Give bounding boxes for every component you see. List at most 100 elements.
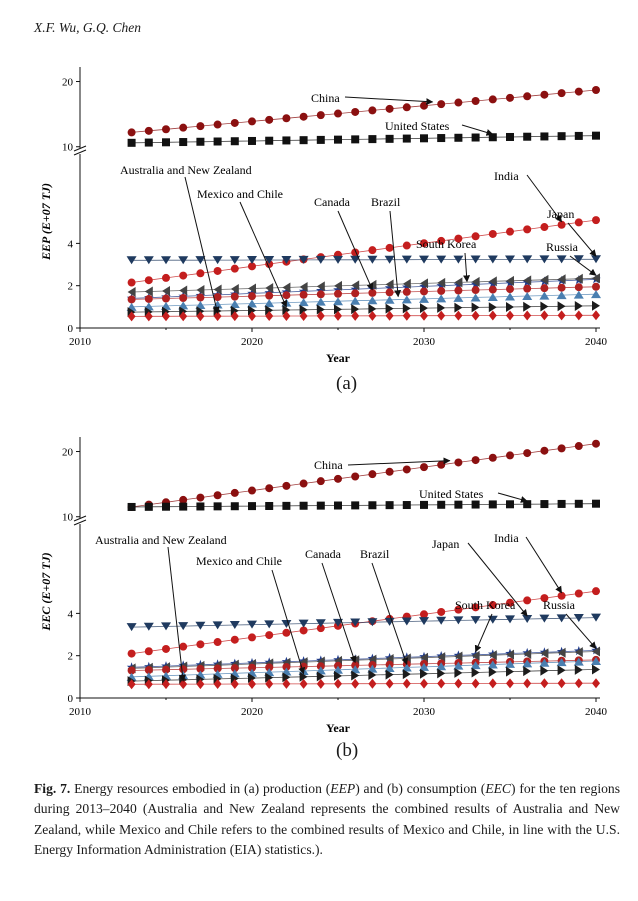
data-point <box>437 668 446 679</box>
data-point <box>454 133 463 142</box>
data-point <box>230 502 239 511</box>
series-line <box>131 617 597 628</box>
data-point <box>540 274 549 285</box>
data-point <box>506 598 514 607</box>
data-point <box>402 241 411 250</box>
data-point <box>213 120 222 129</box>
data-point <box>316 290 325 299</box>
data-point <box>195 621 206 630</box>
data-point <box>213 284 222 295</box>
data-point <box>299 281 308 292</box>
data-point <box>384 617 395 626</box>
data-point <box>144 666 153 675</box>
data-point <box>299 304 308 315</box>
data-point <box>316 624 325 633</box>
data-point <box>437 100 446 109</box>
data-point <box>574 131 583 140</box>
data-point <box>299 626 308 635</box>
data-point <box>506 666 514 677</box>
data-point <box>248 486 256 495</box>
data-point <box>351 107 360 116</box>
data-point <box>333 618 343 627</box>
data-point <box>196 306 205 317</box>
series-label-china: China <box>314 458 343 472</box>
data-point <box>179 285 188 296</box>
data-point <box>471 603 480 612</box>
data-point <box>179 138 188 147</box>
data-point <box>316 281 325 292</box>
data-point <box>523 449 532 458</box>
x-tick-label: 2040 <box>585 336 608 348</box>
data-point <box>592 300 600 311</box>
series-line <box>131 659 597 671</box>
data-point <box>436 662 447 671</box>
data-point <box>557 274 566 285</box>
data-point <box>316 477 325 486</box>
data-point <box>592 499 600 508</box>
data-point <box>401 255 412 264</box>
data-point <box>437 134 446 143</box>
data-point <box>282 114 291 123</box>
data-point <box>539 291 550 300</box>
data-point <box>437 310 446 321</box>
x-tick-label: 2010 <box>69 336 92 348</box>
data-point <box>488 650 497 661</box>
data-point <box>505 255 515 264</box>
data-point <box>213 266 222 275</box>
data-point <box>420 303 428 314</box>
data-point <box>487 660 498 669</box>
data-point <box>162 502 170 511</box>
data-point <box>229 256 240 265</box>
data-point <box>454 98 463 107</box>
data-point <box>453 293 464 302</box>
y-tick-label: 2 <box>68 651 74 663</box>
data-point <box>196 640 205 649</box>
data-point <box>282 311 291 322</box>
data-point <box>420 101 428 110</box>
data-point <box>127 128 136 137</box>
series-label-canada: Canada <box>305 547 342 561</box>
data-point <box>454 234 463 243</box>
data-point <box>488 95 497 104</box>
data-point <box>265 663 274 672</box>
data-point <box>315 255 326 264</box>
data-point <box>195 256 206 265</box>
data-point <box>333 665 343 674</box>
data-point <box>437 678 446 689</box>
data-point <box>402 465 411 474</box>
data-point <box>282 291 291 300</box>
data-point <box>179 311 188 322</box>
data-point <box>178 256 189 265</box>
data-point <box>368 670 377 681</box>
data-point <box>179 679 188 690</box>
data-point <box>299 678 308 689</box>
data-point <box>523 301 532 312</box>
data-point <box>213 491 222 500</box>
series-line <box>131 293 597 308</box>
data-point <box>351 670 360 681</box>
data-point <box>248 262 256 271</box>
series-label-united-states: United States <box>385 119 450 133</box>
data-point <box>592 664 600 675</box>
data-point <box>334 474 342 483</box>
data-point <box>506 93 514 102</box>
x-tick-label: 2030 <box>413 706 436 718</box>
data-point <box>471 302 480 313</box>
data-point <box>506 285 514 294</box>
series-line <box>131 135 597 144</box>
series-line <box>131 314 596 317</box>
data-point <box>437 277 446 288</box>
data-point <box>437 652 446 663</box>
data-point <box>437 286 446 295</box>
series-label-japan: Japan <box>547 207 574 221</box>
data-point <box>298 619 309 628</box>
data-point <box>471 232 480 241</box>
data-point <box>540 594 549 603</box>
data-point <box>402 501 411 510</box>
data-point <box>470 661 481 670</box>
data-point <box>523 666 532 677</box>
data-point <box>351 135 360 144</box>
data-point <box>162 273 170 282</box>
data-point <box>334 280 342 291</box>
data-point <box>368 501 377 510</box>
